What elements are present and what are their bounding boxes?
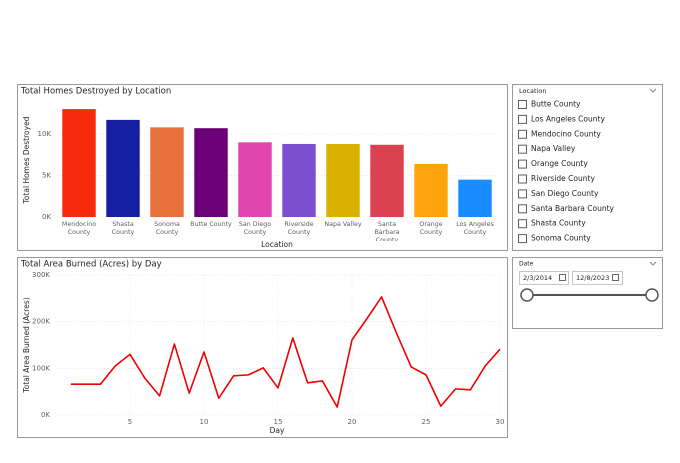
- y-axis-title: Total Homes Destroyed: [22, 116, 31, 204]
- x-tick-label: 5: [128, 418, 132, 426]
- checkbox[interactable]: [518, 114, 527, 124]
- x-tick-label-box: Mendocino County: [61, 221, 97, 236]
- checkbox[interactable]: [518, 100, 527, 109]
- bar: [326, 143, 360, 217]
- y-tick-label: 10K: [38, 130, 52, 138]
- x-tick-label: Orange County: [419, 221, 443, 236]
- x-tick-label: Santa Barbara County: [374, 221, 400, 241]
- x-tick-label: Los Angeles County: [456, 221, 494, 236]
- chevron[interactable]: [649, 261, 657, 266]
- chart-title: Total Area Burned (Acres) by Day: [20, 260, 162, 270]
- date-input[interactable]: [572, 271, 623, 285]
- end-date: 12/8/2023: [576, 274, 609, 282]
- x-tick-label-box: Santa Barbara County: [374, 221, 400, 241]
- date-slicer-panel: [512, 257, 663, 329]
- checkbox[interactable]: [518, 144, 527, 154]
- x-tick-label: 10: [200, 418, 209, 426]
- slicer-item[interactable]: Napa Valley: [531, 144, 576, 153]
- bar: [370, 144, 404, 217]
- slicer-item[interactable]: Shasta County: [531, 219, 586, 228]
- slicer-item[interactable]: Butte County: [531, 100, 581, 109]
- calendar-icon[interactable]: [559, 274, 566, 281]
- y-tick-label: 200K: [32, 318, 50, 326]
- x-tick-label-box: Shasta County: [111, 221, 135, 236]
- bar: [150, 127, 184, 217]
- y-tick-label: 300K: [32, 271, 50, 279]
- x-tick-label: Napa Valley: [324, 221, 362, 228]
- line-chart-panel: [17, 257, 508, 438]
- slicer-item[interactable]: Los Angeles County: [531, 114, 605, 123]
- slider-handle[interactable]: [645, 288, 659, 302]
- bar: [238, 142, 272, 217]
- x-tick-label: Shasta County: [111, 221, 135, 236]
- slicer-title: Location: [519, 87, 547, 95]
- checkbox[interactable]: [518, 159, 527, 169]
- x-tick-label: 15: [274, 418, 283, 426]
- bar: [282, 143, 316, 217]
- y-tick-label: 5K: [42, 172, 51, 180]
- x-tick-label-box: Butte County: [190, 221, 232, 228]
- bar: [458, 179, 492, 217]
- date-input[interactable]: [519, 271, 569, 285]
- y-tick-label: 0K: [42, 213, 51, 221]
- calendar-icon[interactable]: [612, 274, 619, 281]
- y-axis-title: Total Area Burned (Acres): [22, 297, 31, 393]
- slider-handle[interactable]: [520, 288, 534, 302]
- x-tick-label-box: Riverside County: [284, 221, 314, 236]
- bar: [194, 128, 228, 217]
- bar: [106, 119, 140, 217]
- x-tick-label: San Diego County: [238, 221, 272, 236]
- x-tick-label: Mendocino County: [61, 221, 97, 236]
- bar: [62, 109, 96, 217]
- x-tick-label: Riverside County: [284, 221, 314, 236]
- x-tick-label-box: San Diego County: [238, 221, 272, 236]
- chevron[interactable]: [649, 88, 657, 93]
- x-tick-label-box: Napa Valley: [324, 221, 362, 228]
- x-tick-label: 25: [422, 418, 431, 426]
- location-slicer-panel: [512, 84, 663, 251]
- checkbox[interactable]: [518, 189, 527, 199]
- checkbox[interactable]: [518, 174, 527, 184]
- chart-title: Total Homes Destroyed by Location: [20, 87, 171, 97]
- x-tick-label: 30: [496, 418, 505, 426]
- x-tick-label: 20: [348, 418, 357, 426]
- x-axis-title: Day: [270, 426, 285, 435]
- checkbox[interactable]: [518, 234, 527, 244]
- checkbox[interactable]: [518, 219, 527, 229]
- slicer-item[interactable]: Mendocino County: [531, 129, 601, 138]
- x-tick-label: Sonoma County: [154, 221, 180, 236]
- y-tick-label: 100K: [32, 364, 50, 372]
- x-tick-label-box: Los Angeles County: [456, 221, 494, 236]
- x-axis-title: Location: [261, 240, 293, 249]
- x-tick-label: Butte County: [190, 221, 232, 228]
- slicer-item[interactable]: Santa Barbara County: [531, 204, 615, 213]
- slicer-item[interactable]: Orange County: [531, 159, 588, 168]
- bar: [414, 163, 448, 217]
- checkbox[interactable]: [518, 204, 527, 214]
- slicer-item[interactable]: Riverside County: [531, 174, 595, 183]
- x-tick-label-box: Orange County: [419, 221, 443, 236]
- y-tick-label: 0K: [41, 411, 50, 419]
- checkbox[interactable]: [518, 129, 527, 139]
- x-tick-label-box: Sonoma County: [154, 221, 180, 236]
- line: [70, 296, 501, 408]
- slicer-item[interactable]: Sonoma County: [531, 234, 591, 243]
- slicer-item[interactable]: San Diego County: [531, 189, 599, 198]
- slicer-title: Date: [519, 261, 534, 268]
- start-date: 2/3/2014: [523, 274, 552, 282]
